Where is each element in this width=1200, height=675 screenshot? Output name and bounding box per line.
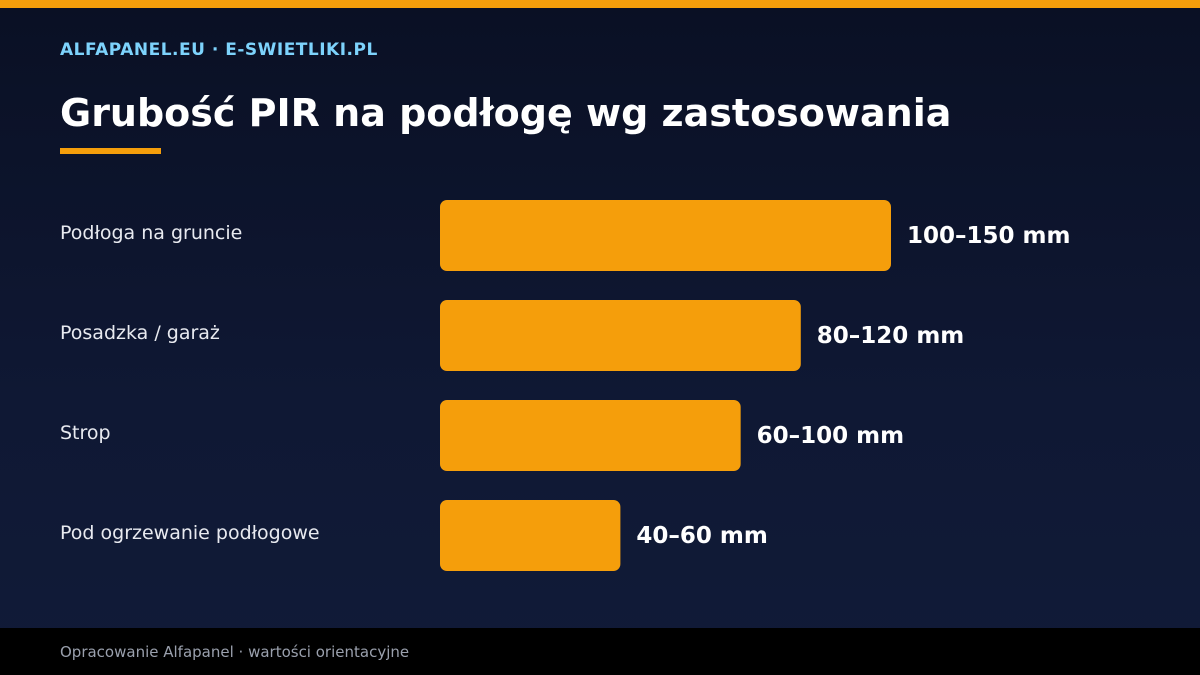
footer-note: Opracowanie Alfapanel · wartości orienta… bbox=[60, 643, 410, 661]
category-label: Posadzka / garaż bbox=[60, 322, 220, 344]
bar bbox=[440, 300, 801, 371]
category-label: Pod ogrzewanie podłogowe bbox=[60, 522, 320, 544]
value-label: 80–120 mm bbox=[817, 323, 964, 349]
footer-bar: Opracowanie Alfapanel · wartości orienta… bbox=[0, 628, 1200, 675]
bar bbox=[440, 500, 621, 571]
value-label: 100–150 mm bbox=[907, 223, 1070, 249]
bar bbox=[440, 200, 891, 271]
bar bbox=[440, 400, 741, 471]
category-label: Podłoga na gruncie bbox=[60, 222, 242, 244]
category-label: Strop bbox=[60, 422, 111, 444]
value-label: 40–60 mm bbox=[636, 523, 767, 549]
title-underline bbox=[60, 148, 161, 154]
top-accent-bar bbox=[0, 0, 1200, 8]
brand-text: ALFAPANEL.EU · E-SWIETLIKI.PL bbox=[60, 40, 378, 60]
value-label: 60–100 mm bbox=[757, 423, 904, 449]
chart-title: Grubość PIR na podłogę wg zastosowania bbox=[60, 91, 952, 135]
